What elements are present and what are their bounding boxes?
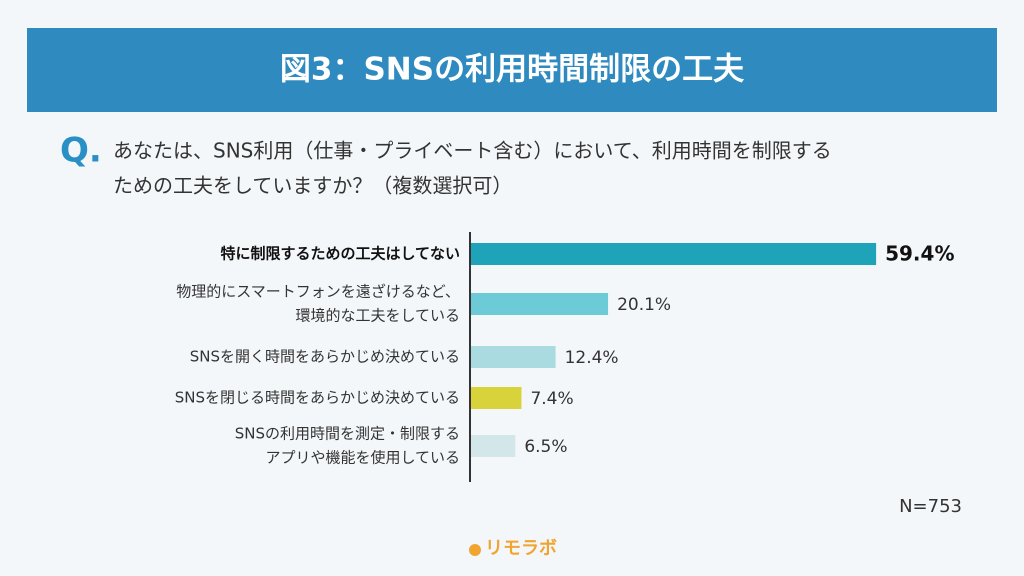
value-label: 12.4%: [565, 348, 619, 368]
brand-icon: [469, 544, 481, 556]
value-label: 59.4%: [885, 242, 954, 266]
sample-size: N=753: [899, 496, 962, 517]
chart-title: 図3：SNSの利用時間制限の工夫: [280, 52, 745, 88]
category-label: アプリや機能を使用している: [265, 449, 460, 467]
question-line: あなたは、SNS利用（仕事・プライベート含む）において、利用時間を制限する: [113, 139, 832, 163]
bar: [471, 346, 556, 368]
value-label: 20.1%: [617, 295, 671, 315]
bar: [471, 293, 609, 315]
value-label: 7.4%: [530, 389, 573, 409]
value-label: 6.5%: [524, 437, 567, 457]
category-label: 特に制限するための工夫はしてない: [220, 245, 460, 263]
category-label: SNSを開く時間をあらかじめ決めている: [190, 348, 460, 366]
brand-name: リモラボ: [485, 538, 557, 559]
category-label: SNSを閉じる時間をあらかじめ決めている: [175, 389, 460, 407]
title-banner: [27, 28, 997, 112]
bar: [471, 243, 877, 265]
question-line: ための工夫をしていますか？（複数選択可）: [113, 174, 512, 198]
category-label: 環境的な工夫をしている: [295, 307, 460, 325]
question-marker: Q.: [60, 131, 102, 171]
bar: [471, 387, 522, 409]
category-label: 物理的にスマートフォンを遠ざけるなど、: [176, 283, 460, 301]
bar: [471, 435, 516, 457]
category-label: SNSの利用時間を測定・制限する: [235, 425, 460, 443]
